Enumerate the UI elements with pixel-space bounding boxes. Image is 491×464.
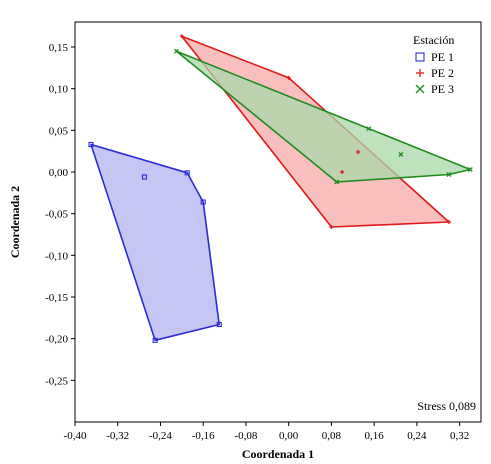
legend: Estación PE 1 PE 2 PE 3 bbox=[413, 33, 454, 96]
legend-label-pe-3: PE 3 bbox=[431, 82, 454, 96]
y-tick-label: -0,25 bbox=[45, 375, 68, 387]
x-axis-title: Coordenada 1 bbox=[242, 447, 314, 461]
point-pe-2-4 bbox=[340, 170, 345, 174]
point-pe-2-1 bbox=[179, 34, 184, 39]
y-axis-title: Coordenada 2 bbox=[8, 186, 22, 258]
y-tick-label: -0,20 bbox=[45, 334, 68, 346]
y-tick-label: 0,15 bbox=[49, 42, 69, 54]
point-pe-2-6 bbox=[446, 220, 451, 224]
legend-title: Estación bbox=[413, 33, 454, 47]
point-pe-1-3 bbox=[184, 170, 190, 176]
point-pe-1-4 bbox=[200, 199, 206, 205]
x-tick-label: 0,00 bbox=[279, 430, 299, 442]
point-pe-3-1 bbox=[174, 48, 179, 54]
x-tick-label: 0,24 bbox=[407, 430, 427, 442]
legend-label-pe-1: PE 1 bbox=[431, 50, 454, 64]
x-tick-label: -0,40 bbox=[64, 430, 87, 442]
point-pe-1-5 bbox=[216, 321, 222, 328]
hull-pe-3 bbox=[175, 50, 472, 183]
x-tick-label: 0,08 bbox=[322, 430, 342, 442]
point-pe-2-3 bbox=[356, 150, 361, 154]
y-tick-label: -0,10 bbox=[45, 250, 68, 262]
legend-label-pe-2: PE 2 bbox=[431, 66, 454, 80]
legend-marker-pe-1 bbox=[415, 52, 425, 62]
point-pe-3-2 bbox=[366, 126, 372, 132]
point-pe-2-5 bbox=[329, 225, 334, 229]
point-pe-1-6 bbox=[152, 337, 158, 343]
x-tick-label: 0,16 bbox=[365, 430, 385, 442]
y-tick-label: -0,05 bbox=[45, 209, 68, 221]
plot-frame bbox=[74, 21, 482, 423]
hulls-group bbox=[90, 35, 472, 342]
x-tick-label: -0,08 bbox=[234, 430, 257, 442]
hull-pe-1 bbox=[90, 143, 220, 342]
points-group bbox=[88, 34, 473, 343]
y-tick-label: 0,05 bbox=[49, 125, 69, 137]
point-pe-1-1 bbox=[88, 141, 94, 148]
y-tick-label: 0,10 bbox=[49, 84, 69, 96]
x-axis-ticks: -0,40 -0,32 -0,24 -0,16 -0,08 0,00 0,08 0,16 0,2… bbox=[64, 422, 469, 442]
y-tick-label: 0,00 bbox=[49, 167, 69, 179]
stress-annotation: Stress 0,089 bbox=[417, 399, 476, 413]
point-pe-1-2 bbox=[141, 174, 147, 180]
x-tick-label: -0,24 bbox=[149, 430, 172, 442]
y-tick-label: -0,15 bbox=[45, 292, 68, 304]
point-pe-3-4 bbox=[467, 167, 473, 172]
point-pe-3-5 bbox=[446, 172, 452, 177]
x-tick-label: -0,16 bbox=[192, 430, 215, 442]
legend-marker-pe-3 bbox=[415, 84, 425, 94]
x-tick-label: 0,32 bbox=[450, 430, 469, 442]
point-pe-2-2 bbox=[286, 75, 291, 80]
x-tick-label: -0,32 bbox=[106, 430, 129, 442]
point-pe-3-3 bbox=[398, 152, 404, 157]
point-pe-3-6 bbox=[334, 179, 340, 185]
legend-marker-pe-2 bbox=[416, 69, 424, 77]
y-axis-ticks: 0,15 0,10 0,05 0,00 -0,05 -0,10 -0,15 -0,20 -0,2… bbox=[45, 42, 75, 387]
